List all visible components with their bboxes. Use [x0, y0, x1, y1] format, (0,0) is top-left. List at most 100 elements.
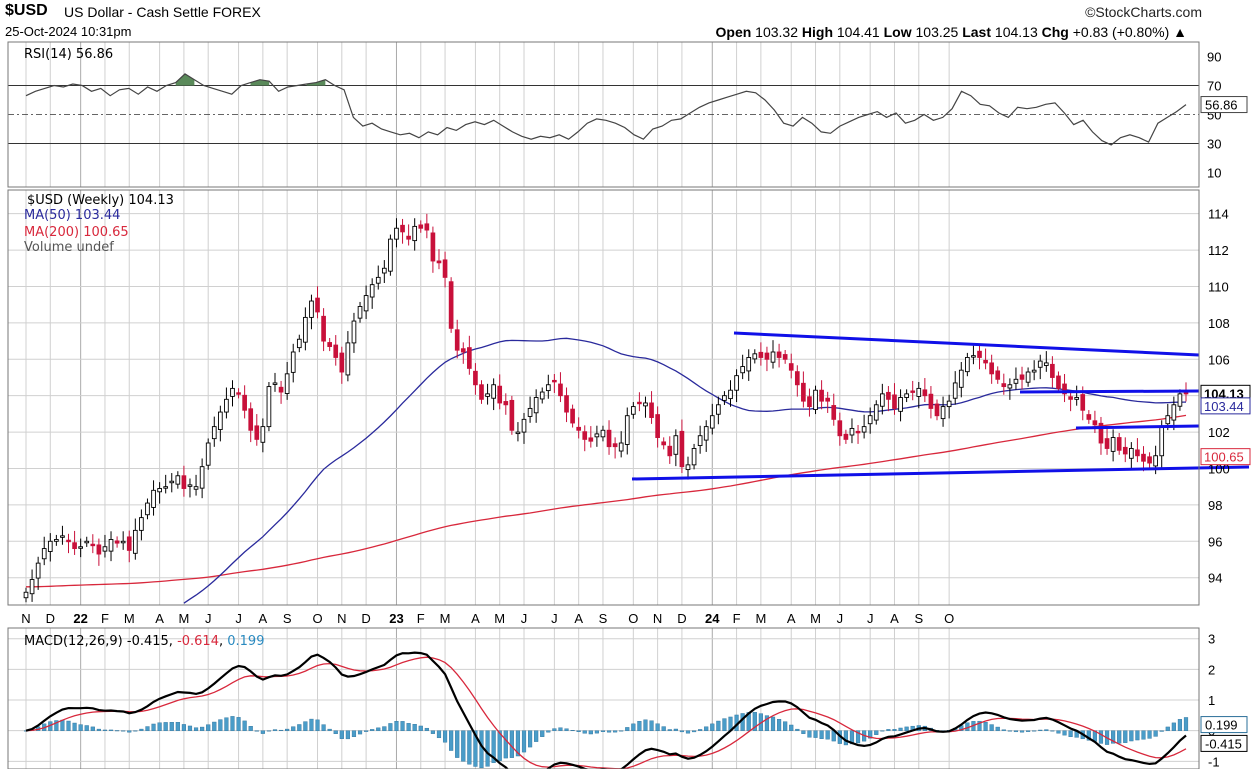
macd-hist-bar — [989, 724, 994, 731]
candle-body — [1025, 371, 1031, 383]
candle — [1098, 416, 1104, 455]
candle-body — [309, 300, 314, 318]
macd-hist-bar — [1111, 730, 1116, 744]
ma50-line — [183, 337, 1186, 604]
rsi-y-tick: 70 — [1207, 79, 1221, 94]
macd-hist-bar — [102, 729, 108, 731]
macd-hist-bar — [770, 716, 776, 731]
rsi-y-tick: 10 — [1207, 166, 1221, 181]
candle — [236, 388, 241, 399]
candle-body — [916, 387, 922, 397]
macd-hist-bar — [1026, 730, 1031, 732]
candle-body — [539, 391, 545, 400]
high-label: High — [801, 24, 833, 40]
candle — [114, 536, 120, 548]
candle — [770, 340, 776, 369]
candle — [163, 474, 169, 494]
candle — [904, 389, 909, 403]
candle — [339, 346, 345, 384]
macd-hist-bar — [685, 730, 691, 734]
candle — [139, 509, 144, 541]
candle-body — [363, 295, 369, 312]
candle — [442, 251, 448, 288]
candle — [315, 286, 320, 319]
price-y-tick: 114 — [1208, 207, 1229, 222]
macd-hist-bar — [206, 724, 211, 731]
macd-y-tick: 3 — [1208, 632, 1215, 647]
candle-body — [163, 486, 169, 489]
candle — [630, 402, 636, 419]
candle-body — [236, 392, 241, 395]
candle-body — [928, 393, 934, 409]
candle — [989, 354, 994, 384]
candle-body — [946, 400, 952, 408]
candle — [521, 412, 527, 444]
candle — [290, 343, 296, 383]
candle-body — [290, 351, 296, 373]
candle-body — [460, 348, 466, 353]
candle-body — [1019, 374, 1025, 380]
candle-body — [260, 426, 266, 443]
candle-body — [1068, 396, 1073, 400]
candle — [1092, 410, 1098, 433]
price-tag-box — [1200, 397, 1251, 415]
macd-hist-bar — [606, 730, 612, 733]
candle — [1141, 446, 1146, 472]
x-tick-label: O — [944, 611, 954, 626]
trendline-1 — [631, 465, 1250, 481]
ma200-legend: MA(200) 100.65 — [24, 225, 129, 240]
macd-hist-bar — [813, 730, 818, 738]
candle — [1001, 373, 1007, 395]
candle-body — [381, 267, 387, 274]
macd-hist-bar — [1019, 730, 1025, 733]
candle — [1062, 374, 1067, 403]
candle — [703, 420, 709, 452]
candle-body — [35, 562, 41, 579]
candle — [928, 386, 934, 419]
macd-hist-bar — [169, 722, 174, 731]
macd-hist-bar — [388, 723, 393, 731]
candle — [637, 392, 642, 412]
rsi-panel — [8, 73, 1199, 146]
ma200-line — [26, 414, 1187, 588]
x-tick-label: D — [677, 611, 686, 626]
macd-hist-bar — [704, 726, 709, 731]
x-tick-label: A — [574, 611, 583, 626]
candle-body — [108, 539, 114, 552]
macd-hist-bar — [54, 720, 59, 731]
candle-body — [545, 384, 551, 392]
candle-body — [1135, 449, 1140, 457]
candle-body — [47, 540, 53, 552]
macd-hist-bar — [285, 728, 290, 731]
candle — [363, 285, 369, 320]
macd-hist-bar — [1123, 730, 1128, 743]
candle — [193, 474, 199, 496]
macd-hist-bar — [200, 726, 205, 731]
candle-body — [436, 260, 442, 264]
candle — [260, 418, 266, 453]
candle-body — [667, 445, 673, 457]
candle — [958, 362, 964, 398]
candle-body — [230, 387, 235, 397]
candle — [169, 473, 175, 493]
brand-watermark[interactable]: ©StockCharts.com — [1085, 4, 1202, 20]
x-tick-label: M — [440, 611, 451, 626]
candle-body — [758, 351, 764, 358]
x-tick-label: F — [733, 611, 741, 626]
candle — [971, 345, 976, 365]
candle-body — [96, 544, 102, 555]
candle — [479, 380, 484, 404]
macd-hist-bar — [364, 730, 369, 732]
x-tick-label: S — [599, 611, 608, 626]
macd-hist-bar — [442, 730, 448, 743]
candle-body — [649, 402, 654, 418]
candle-body — [1056, 375, 1061, 389]
macd-hist-bar — [528, 730, 533, 748]
macd-hist-bar — [1068, 730, 1073, 737]
x-tick-label: 24 — [705, 611, 720, 626]
candle-body — [685, 464, 691, 471]
candle — [910, 380, 916, 401]
candle-body — [1141, 453, 1146, 462]
candle-body — [910, 390, 916, 393]
candle-body — [29, 579, 35, 595]
